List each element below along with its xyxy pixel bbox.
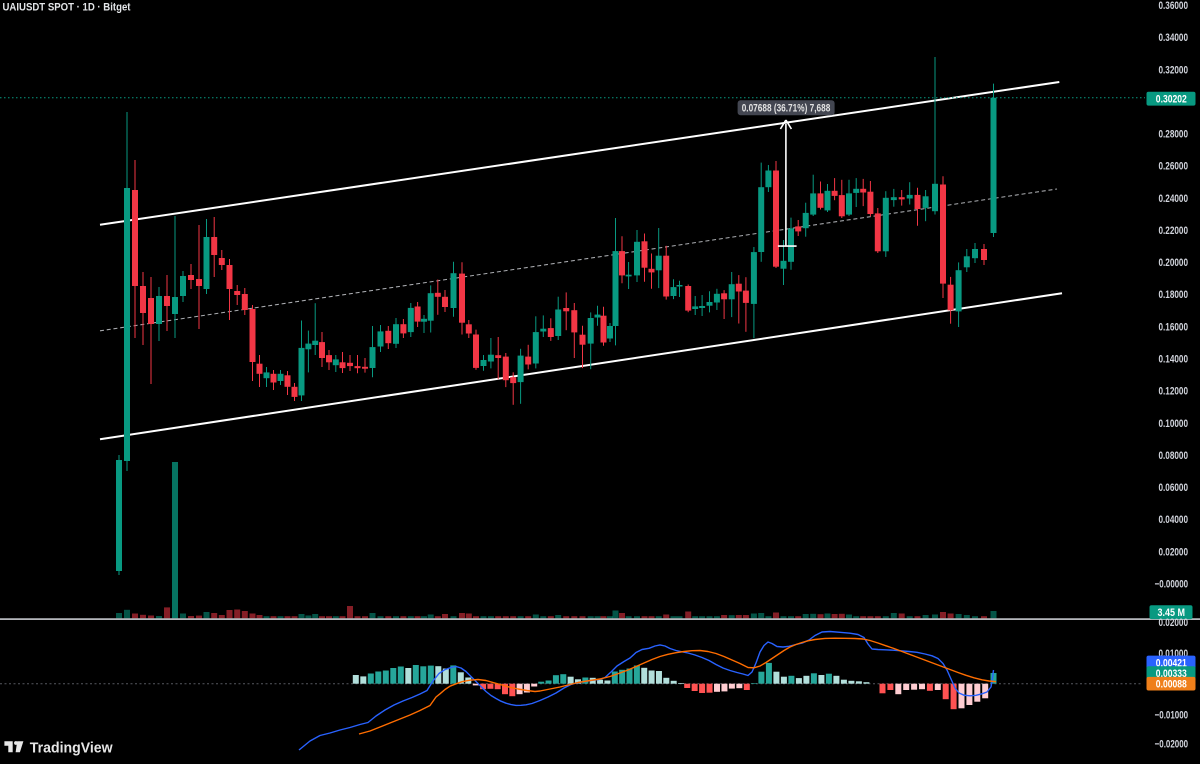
svg-text:3.45 M: 3.45 M — [1158, 607, 1186, 619]
svg-text:0.34000: 0.34000 — [1159, 32, 1189, 44]
svg-text:0.06000: 0.06000 — [1159, 482, 1189, 494]
svg-text:0.22000: 0.22000 — [1159, 225, 1189, 237]
svg-text:0.04000: 0.04000 — [1159, 514, 1189, 526]
svg-text:TradingView: TradingView — [30, 740, 113, 756]
svg-text:0.30202: 0.30202 — [1156, 94, 1187, 106]
svg-text:UAIUSDT SPOT · 1D · Bitget: UAIUSDT SPOT · 1D · Bitget — [3, 1, 131, 13]
svg-text:0.16000: 0.16000 — [1159, 321, 1189, 333]
svg-text:0.14000: 0.14000 — [1159, 354, 1189, 366]
svg-text:0.28000: 0.28000 — [1159, 129, 1189, 141]
svg-text:0.00088: 0.00088 — [1156, 679, 1187, 691]
svg-text:0.26000: 0.26000 — [1159, 161, 1189, 173]
svg-text:−0.02000: −0.02000 — [1155, 739, 1189, 751]
svg-text:0.32000: 0.32000 — [1159, 64, 1189, 76]
svg-text:0.02000: 0.02000 — [1159, 546, 1189, 558]
svg-text:0.36000: 0.36000 — [1159, 0, 1189, 12]
svg-text:0.20000: 0.20000 — [1159, 257, 1189, 269]
svg-text:0.24000: 0.24000 — [1159, 193, 1189, 205]
svg-text:−0.00000: −0.00000 — [1155, 579, 1189, 591]
svg-text:0.07688 (36.71%) 7,688: 0.07688 (36.71%) 7,688 — [742, 103, 831, 115]
svg-text:−0.01000: −0.01000 — [1155, 709, 1189, 721]
svg-text:0.18000: 0.18000 — [1159, 289, 1189, 301]
svg-text:0.10000: 0.10000 — [1159, 418, 1189, 430]
svg-text:0.12000: 0.12000 — [1159, 386, 1189, 398]
svg-text:0.08000: 0.08000 — [1159, 450, 1189, 462]
svg-text:0.02000: 0.02000 — [1159, 617, 1189, 629]
